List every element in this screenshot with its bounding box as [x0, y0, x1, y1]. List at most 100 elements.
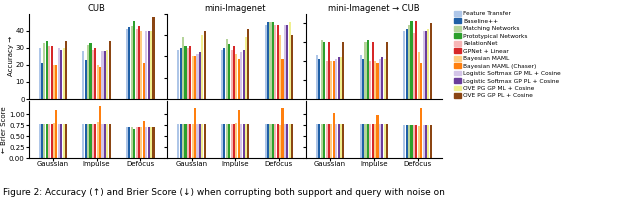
- Bar: [184, 46, 186, 99]
- Bar: [364, 124, 367, 158]
- Bar: [180, 124, 182, 158]
- Bar: [408, 25, 410, 99]
- Bar: [381, 57, 383, 99]
- Bar: [223, 48, 225, 99]
- Bar: [131, 128, 133, 158]
- Bar: [41, 124, 43, 158]
- Bar: [245, 124, 247, 158]
- Bar: [413, 33, 415, 99]
- Bar: [94, 48, 97, 99]
- Bar: [97, 122, 99, 158]
- Bar: [196, 54, 198, 99]
- Bar: [177, 124, 179, 158]
- Legend: Feature Transfer, Baseline++, Matching Networks, Prototypical Networks, Relation: Feature Transfer, Baseline++, Matching N…: [454, 11, 561, 98]
- Bar: [406, 125, 408, 158]
- Bar: [240, 52, 243, 99]
- Bar: [369, 124, 371, 158]
- Bar: [58, 124, 60, 158]
- Bar: [330, 61, 332, 99]
- Bar: [136, 29, 138, 99]
- Bar: [342, 124, 344, 158]
- Bar: [38, 124, 41, 158]
- Bar: [226, 124, 228, 158]
- Bar: [104, 124, 106, 158]
- Bar: [63, 124, 65, 158]
- Bar: [289, 124, 291, 158]
- Text: Figure 2: Accuracy (↑) and Brier Score (↓) when corrupting both support and quer: Figure 2: Accuracy (↑) and Brier Score (…: [3, 188, 445, 197]
- Bar: [291, 124, 293, 158]
- Bar: [243, 50, 244, 99]
- Bar: [237, 110, 240, 158]
- Bar: [318, 124, 321, 158]
- Bar: [323, 124, 325, 158]
- Bar: [374, 124, 376, 158]
- Bar: [145, 31, 147, 99]
- Bar: [102, 124, 104, 158]
- Bar: [248, 29, 250, 99]
- Bar: [279, 35, 281, 99]
- Bar: [58, 48, 60, 99]
- Bar: [337, 124, 340, 158]
- Bar: [92, 50, 94, 99]
- Bar: [376, 115, 378, 158]
- Bar: [83, 124, 84, 158]
- Bar: [429, 125, 432, 158]
- Bar: [221, 124, 223, 158]
- Bar: [204, 31, 206, 99]
- Bar: [126, 29, 128, 99]
- Bar: [182, 37, 184, 99]
- Bar: [90, 43, 92, 99]
- Bar: [272, 124, 274, 158]
- Bar: [413, 125, 415, 158]
- Bar: [420, 63, 422, 99]
- Bar: [226, 39, 228, 99]
- Bar: [360, 55, 362, 99]
- Bar: [199, 52, 201, 99]
- Bar: [248, 124, 250, 158]
- Bar: [84, 124, 87, 158]
- Bar: [148, 127, 150, 158]
- Bar: [383, 124, 386, 158]
- Bar: [136, 127, 138, 158]
- Bar: [184, 124, 186, 158]
- Bar: [279, 125, 281, 158]
- Bar: [333, 113, 335, 158]
- Bar: [323, 42, 325, 99]
- Bar: [328, 42, 330, 99]
- Bar: [152, 17, 154, 99]
- Bar: [330, 124, 332, 158]
- Bar: [410, 21, 413, 99]
- Bar: [415, 125, 417, 158]
- Bar: [94, 124, 97, 158]
- Bar: [204, 124, 206, 158]
- Bar: [196, 124, 198, 158]
- Bar: [326, 61, 328, 99]
- Bar: [425, 125, 427, 158]
- Bar: [65, 41, 67, 99]
- Bar: [189, 124, 191, 158]
- Bar: [150, 31, 152, 99]
- Bar: [237, 59, 240, 99]
- Bar: [84, 60, 87, 99]
- Bar: [51, 46, 52, 99]
- Bar: [415, 21, 417, 99]
- Bar: [264, 124, 267, 158]
- Bar: [326, 124, 328, 158]
- Bar: [106, 124, 108, 158]
- Bar: [328, 124, 330, 158]
- Bar: [182, 124, 184, 158]
- Bar: [425, 31, 427, 99]
- Bar: [360, 124, 362, 158]
- Bar: [274, 25, 276, 99]
- Bar: [410, 125, 413, 158]
- Bar: [284, 124, 286, 158]
- Bar: [46, 124, 48, 158]
- Bar: [140, 31, 143, 99]
- Bar: [267, 124, 269, 158]
- Bar: [337, 57, 340, 99]
- Bar: [243, 124, 244, 158]
- Bar: [269, 22, 271, 99]
- Bar: [44, 124, 45, 158]
- Bar: [408, 125, 410, 158]
- Bar: [274, 124, 276, 158]
